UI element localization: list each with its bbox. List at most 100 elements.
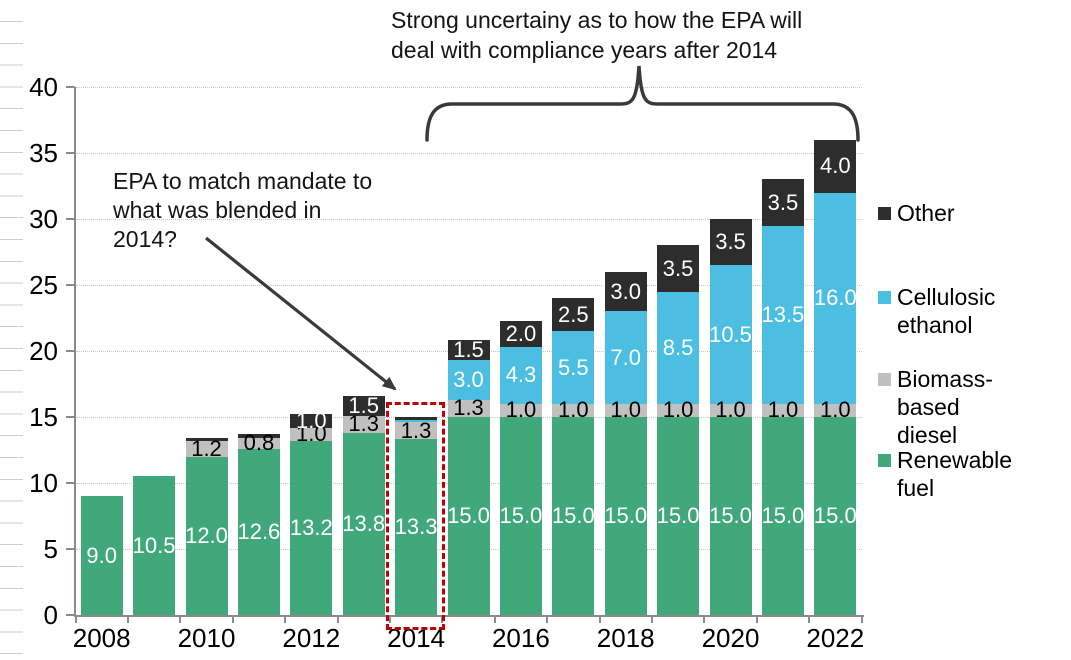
bar-2012-biomass-based-diesel [290, 427, 333, 441]
epa-question-line1: EPA to match mandate to [113, 168, 373, 194]
bar-label-2020-other: 3.5 [715, 229, 746, 255]
y-axis-tick-25 [66, 284, 75, 286]
x-axis-label-2008: 2008 [72, 623, 131, 653]
bar-2018-renewable-fuel [604, 417, 647, 615]
bar-label-2015-renewable-fuel: 15.0 [447, 503, 490, 528]
bar-2014-renewable-fuel [395, 439, 438, 615]
bar-2019-cellulosic-ethanol [657, 291, 700, 404]
bar-2012-other [290, 414, 333, 428]
y-axis-tick-40 [66, 86, 75, 88]
bar-2020-biomass-based-diesel [709, 403, 752, 417]
bar-2020-other [709, 219, 752, 266]
x-axis-label-2010: 2010 [177, 623, 236, 653]
y-axis-tick-35 [66, 152, 75, 154]
bar-label-2021-cellulosic-ethanol: 13.5 [761, 301, 805, 327]
bar-2018-cellulosic-ethanol [604, 311, 647, 404]
bar-label-2013-biomass-based-diesel: 1.3 [348, 411, 379, 437]
bar-2013-biomass-based-diesel [342, 415, 385, 433]
y-axis-label-25: 25 [29, 270, 58, 300]
legend-item-biomass-based-diesel: Biomass-based diesel [878, 365, 993, 449]
bar-2015-renewable-fuel [447, 417, 490, 615]
bar-label-2021-biomass-based-diesel: 1.0 [767, 397, 799, 423]
bar-2016-renewable-fuel [499, 417, 542, 615]
bar-label-2021-other: 3.5 [767, 189, 799, 215]
bar-label-2016-biomass-based-diesel: 1.0 [505, 397, 537, 423]
bar-2015-biomass-based-diesel [447, 399, 490, 417]
bar-2020-cellulosic-ethanol [709, 265, 752, 404]
x-axis-label-2022: 2022 [806, 623, 865, 653]
bar-2019-other [657, 245, 700, 292]
bar-2017-biomass-based-diesel [552, 403, 595, 417]
highlight-box-2014 [386, 402, 445, 630]
bar-2017-other [552, 298, 595, 332]
bar-label-2020-renewable-fuel: 15.0 [709, 503, 752, 528]
bar-label-2015-cellulosic-ethanol: 3.0 [453, 367, 484, 393]
bar-label-2018-cellulosic-ethanol: 7.0 [610, 344, 641, 370]
gridline-30 [75, 219, 862, 220]
bar-label-2021-renewable-fuel: 15.0 [761, 503, 805, 528]
bar-2018-biomass-based-diesel [604, 403, 647, 417]
bar-label-2012-renewable-fuel: 13.2 [289, 514, 333, 540]
x-axis-label-2016: 2016 [491, 623, 550, 653]
x-axis-tick-12 [703, 616, 706, 623]
y-axis-label-5: 5 [43, 534, 58, 564]
bar-2021-biomass-based-diesel [761, 403, 804, 417]
bar-label-2010-renewable-fuel: 12.0 [185, 522, 228, 548]
legend-swatch [878, 373, 891, 386]
x-axis-tick-13 [755, 616, 758, 623]
legend-item-renewable-fuel: Renewable fuel [878, 446, 1012, 502]
y-axis-label-30: 30 [29, 204, 58, 234]
bar-2013-other [342, 395, 385, 416]
bar-label-2020-cellulosic-ethanol: 10.5 [709, 321, 752, 347]
bar-2018-other [604, 271, 647, 312]
bar-label-2022-biomass-based-diesel: 1.0 [820, 397, 851, 423]
curly-brace [425, 65, 860, 142]
gridline-35 [75, 153, 862, 154]
x-axis-tick-2 [179, 616, 182, 623]
bar-label-2014-biomass-based-diesel: 1.3 [400, 417, 432, 443]
bar-2022-renewable-fuel [814, 417, 857, 615]
x-axis-line [74, 615, 864, 617]
bar-label-2022-other: 4.0 [820, 153, 851, 179]
epa-question-line2: what was blended in [113, 197, 322, 223]
bar-label-2017-cellulosic-ethanol: 5.5 [558, 354, 589, 380]
bar-2015-other [447, 340, 490, 361]
arrow-connector [205, 236, 397, 391]
legend-item-cellulosic-ethanol: Cellulosic ethanol [878, 283, 995, 339]
x-axis-tick-15 [860, 616, 863, 623]
bar-2019-renewable-fuel [657, 417, 700, 615]
legend-swatch [878, 454, 891, 467]
bar-2014-other [395, 417, 438, 421]
gridline-25 [75, 285, 862, 286]
uncertainty-annotation-line1: Strong uncertainy as to how the EPA will [391, 7, 803, 33]
bar-label-2017-renewable-fuel: 15.0 [551, 503, 595, 528]
y-axis-label-40: 40 [29, 72, 58, 102]
bar-2014-biomass-based-diesel [395, 422, 438, 440]
epa-question-line3: 2014? [113, 226, 177, 252]
uncertainty-annotation-line2: deal with compliance years after 2014 [391, 37, 778, 63]
bar-2013-renewable-fuel [342, 432, 385, 615]
y-axis-label-20: 20 [29, 336, 58, 366]
bar-label-2009-renewable-fuel: 10.5 [132, 532, 176, 558]
bar-label-2012-biomass-based-diesel: 1.0 [296, 421, 327, 447]
bar-label-2013-other: 1.5 [348, 392, 379, 418]
bar-label-2019-biomass-based-diesel: 1.0 [662, 397, 694, 423]
bar-label-2008-renewable-fuel: 9.0 [86, 542, 117, 568]
x-axis-tick-6 [388, 616, 391, 623]
bar-label-2015-biomass-based-diesel: 1.3 [453, 395, 484, 421]
bar-2022-biomass-based-diesel [814, 403, 857, 417]
x-axis-tick-14 [808, 616, 811, 623]
bar-2014-cellulosic-ethanol [395, 420, 438, 423]
bar-label-2022-renewable-fuel: 15.0 [813, 503, 857, 528]
y-axis-tick-10 [66, 482, 75, 484]
x-axis-tick-1 [126, 616, 129, 623]
bar-2020-renewable-fuel [709, 417, 752, 615]
x-axis-label-2020: 2020 [701, 623, 760, 653]
bar-2012-renewable-fuel [290, 440, 333, 615]
bar-label-2019-other: 3.5 [662, 255, 694, 281]
y-axis-tick-30 [66, 218, 75, 220]
legend-label: Renewable fuel [897, 447, 1013, 501]
gridline-40 [75, 87, 862, 88]
bar-2017-renewable-fuel [552, 417, 595, 615]
bar-label-2010-biomass-based-diesel: 1.2 [191, 435, 222, 461]
